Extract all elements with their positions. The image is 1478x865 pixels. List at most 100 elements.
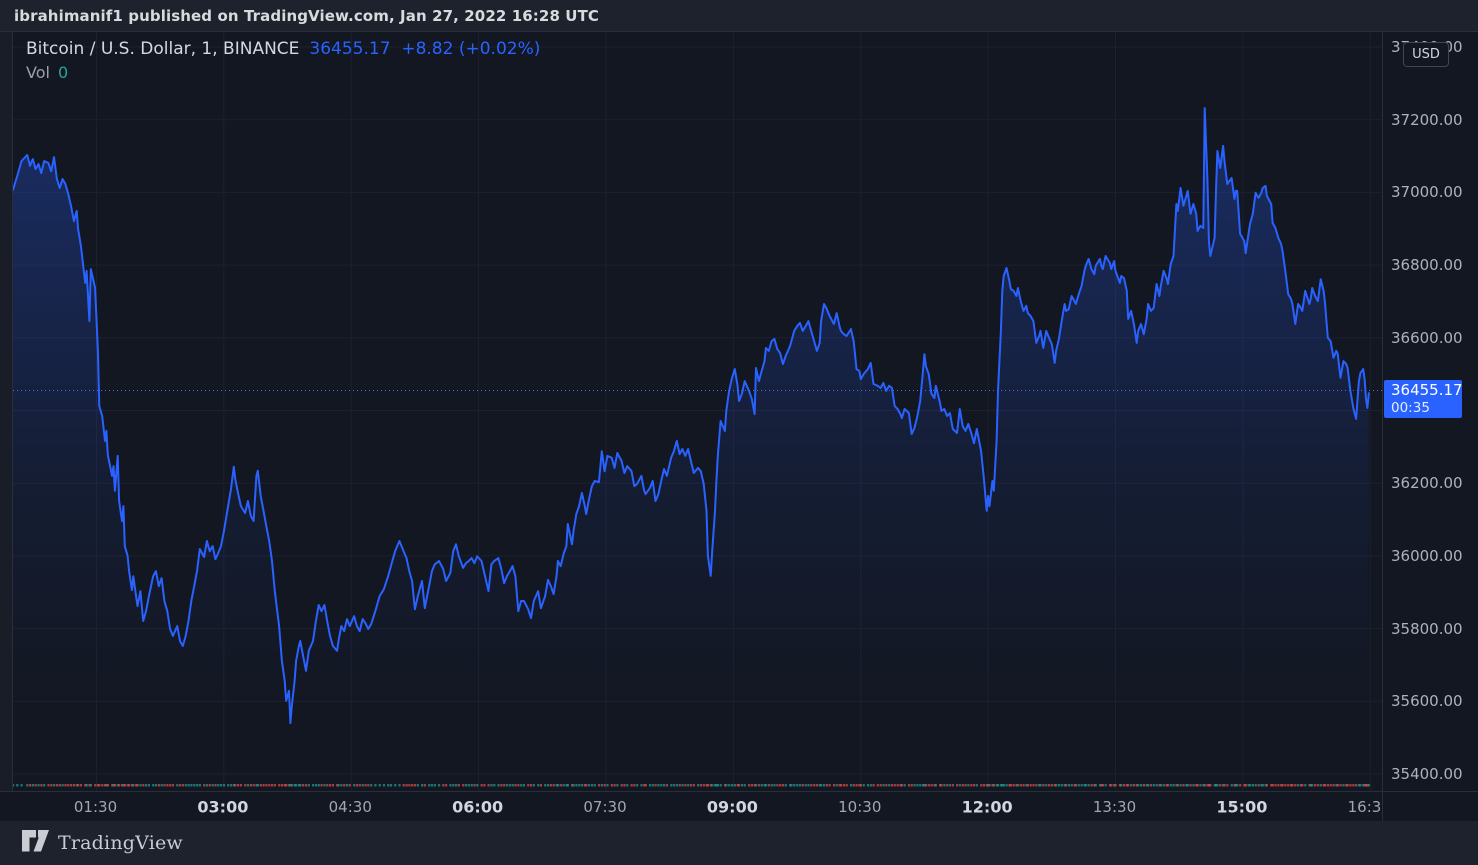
volume-tick <box>988 784 991 787</box>
volume-tick <box>346 784 349 787</box>
volume-tick <box>585 784 588 787</box>
volume-tick <box>789 784 792 787</box>
volume-tick <box>1299 784 1303 787</box>
volume-tick <box>1271 784 1274 787</box>
volume-tick <box>740 784 744 787</box>
volume-tick <box>1280 784 1283 787</box>
time-axis[interactable]: 01:30 03:00 04:30 06:00 07:30 09:00 10:30 12:00… <box>0 791 1478 822</box>
volume-tick <box>1080 784 1083 787</box>
volume-tick <box>1342 784 1345 787</box>
volume-tick <box>244 784 247 787</box>
volume-tick <box>770 784 773 787</box>
volume-tick <box>154 784 158 787</box>
volume-tick <box>992 784 995 787</box>
volume-tick <box>104 784 107 787</box>
volume-tick <box>75 784 78 787</box>
volume-tick <box>378 784 381 787</box>
volume-tick <box>423 784 426 787</box>
volume-tick <box>94 784 97 787</box>
volume-tick <box>398 784 401 787</box>
volume-tick <box>593 784 596 787</box>
volume-tick <box>916 784 919 787</box>
tradingview-logo-icon[interactable] <box>22 830 49 856</box>
volume-tick <box>1274 784 1277 787</box>
volume-tick <box>487 784 490 787</box>
volume-tick <box>295 784 298 787</box>
volume-tick <box>382 784 385 787</box>
volume-tick <box>813 784 816 787</box>
volume-tick <box>539 784 543 787</box>
volume-tick <box>779 784 782 787</box>
volume-tick <box>606 784 609 787</box>
left-margin <box>0 32 12 821</box>
volume-tick <box>728 784 731 787</box>
volume-tick <box>705 784 708 787</box>
volume-tick <box>89 784 92 787</box>
volume-tick <box>623 784 626 787</box>
volume-tick <box>1100 784 1103 787</box>
volume-tick <box>1314 784 1317 787</box>
volume-tick <box>184 784 187 787</box>
volume-tick <box>755 784 758 787</box>
price-chart[interactable] <box>13 32 1382 791</box>
volume-tick <box>1063 784 1066 787</box>
volume-tick <box>1123 784 1126 787</box>
volume-tick <box>839 784 843 787</box>
volume-tick <box>211 784 214 787</box>
volume-tick <box>888 784 891 787</box>
currency-toggle-button[interactable]: USD <box>1403 42 1449 67</box>
volume-tick <box>1311 784 1314 787</box>
price-axis[interactable]: 35400.00 35600.00 35800.00 36000.00 36200.00… <box>1382 32 1478 791</box>
volume-tick <box>1186 784 1189 787</box>
volume-tick <box>1114 784 1117 787</box>
volume-tick <box>1073 784 1076 787</box>
volume-tick <box>1035 784 1038 787</box>
volume-tick <box>520 784 523 787</box>
volume-tick <box>508 784 511 787</box>
volume-tick <box>511 784 514 787</box>
volume-tick <box>271 784 274 787</box>
volume-tick <box>480 784 483 787</box>
tradingview-brand-text[interactable]: TradingView <box>58 832 183 854</box>
volume-tick <box>575 784 578 787</box>
volume-tick <box>849 784 853 787</box>
volume-tick <box>1158 784 1161 787</box>
volume-tick <box>514 784 517 787</box>
volume-tick <box>951 784 954 787</box>
volume-tick <box>61 784 64 787</box>
volume-tick <box>283 784 286 787</box>
volume-tick <box>537 784 540 787</box>
volume-tick <box>644 784 647 787</box>
volume-tick <box>1254 784 1257 787</box>
volume-tick <box>220 784 223 787</box>
volume-tick <box>610 784 613 787</box>
volume-tick <box>948 784 952 787</box>
time-axis-label: 15:00 <box>1216 797 1268 817</box>
volume-tick <box>1135 784 1138 787</box>
volume-tick <box>1142 784 1145 787</box>
volume-tick <box>1019 784 1022 787</box>
volume-tick <box>317 784 320 787</box>
volume-tick <box>1038 784 1041 787</box>
time-axis-label: 07:30 <box>583 798 627 816</box>
volume-tick <box>455 784 458 787</box>
volume-tick <box>565 784 568 787</box>
volume-tick <box>389 784 393 787</box>
volume-tick <box>1125 784 1128 787</box>
volume-tick <box>55 784 59 787</box>
volume-tick <box>323 784 326 787</box>
volume-tick <box>438 784 441 787</box>
volume-tick <box>702 784 705 787</box>
chart-pane[interactable]: Bitcoin / U.S. Dollar, 1, BINANCE 36455.1… <box>12 32 1382 791</box>
volume-tick <box>1234 784 1237 787</box>
bar-countdown: 00:35 <box>1391 400 1430 417</box>
volume-tick <box>1053 784 1056 787</box>
volume-tick <box>1260 784 1263 787</box>
volume-tick <box>872 784 875 787</box>
volume-tick <box>869 784 872 787</box>
volume-tick <box>142 784 145 787</box>
volume-tick <box>265 784 268 787</box>
volume-tick <box>757 784 761 787</box>
volume-tick <box>985 784 988 787</box>
volume-tick <box>433 784 436 787</box>
